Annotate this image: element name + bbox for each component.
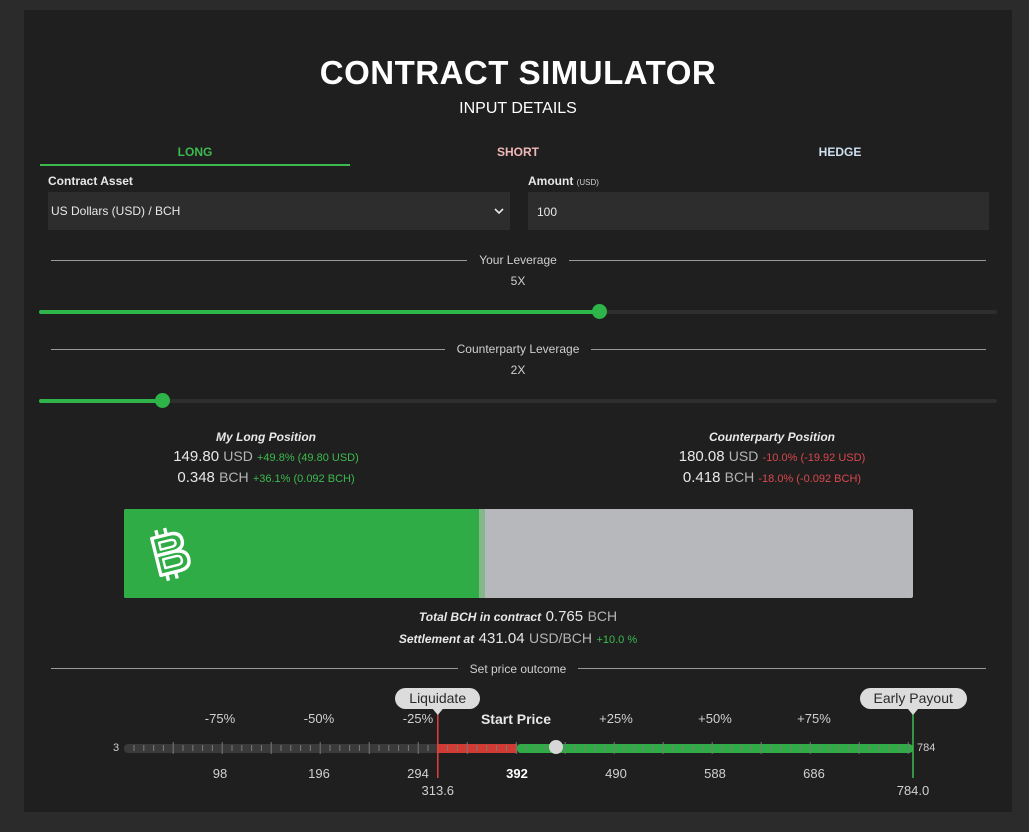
early-payout-price-value: 784.0 [896, 783, 930, 798]
my-position-bch: 0.348 BCH +36.1% (0.092 BCH) [116, 469, 416, 486]
price-tick-label: 98 [212, 766, 228, 781]
percent-tick-label: -50% [303, 711, 335, 726]
position-split-bar [124, 509, 913, 598]
contract-asset-label: Contract Asset [48, 174, 133, 188]
amount-input[interactable]: 100 [528, 192, 989, 230]
price-outcome-scale[interactable]: Liquidate Early Payout Start Price -75% -… [24, 10, 1012, 812]
liquidate-price-value: 313.6 [421, 783, 455, 798]
tab-long[interactable]: LONG [40, 138, 350, 166]
settlement-unit: USD/BCH [529, 630, 593, 646]
counterparty-leverage-label-text: Counterparty Leverage [444, 342, 592, 356]
my-position: My Long Position 149.80 USD +49.8% (49.8… [116, 430, 416, 486]
tab-hedge[interactable]: HEDGE [818, 145, 862, 159]
percent-tick-label: +25% [599, 711, 633, 726]
bch-unit: BCH [219, 469, 249, 485]
slider-thumb[interactable] [154, 393, 170, 408]
percent-tick-label: -75% [204, 711, 236, 726]
my-position-usd: 149.80 USD +49.8% (49.80 USD) [116, 448, 416, 465]
start-price-value: 392 [506, 766, 528, 781]
position-tabs: LONG SHORT HEDGE [40, 138, 1006, 168]
usd-unit: USD [728, 448, 759, 464]
settlement-value: 431.04 [478, 630, 525, 647]
your-leverage-slider[interactable] [39, 304, 997, 319]
price-outcome-thumb[interactable] [549, 740, 564, 754]
total-unit: BCH [587, 608, 618, 624]
contract-asset-label-text: Contract Asset [48, 174, 133, 188]
counterparty-leverage-slider[interactable] [39, 393, 997, 408]
scale-max-label: 784 [917, 742, 936, 754]
bch-value: 0.348 [177, 469, 215, 486]
gain-range [516, 744, 913, 753]
percent-tick-label: +75% [797, 711, 831, 726]
your-leverage-label-text: Your Leverage [467, 253, 569, 267]
total-label: Total BCH in contract [418, 610, 542, 624]
price-tick-label: 490 [605, 766, 627, 781]
tab-short[interactable]: SHORT [497, 145, 539, 159]
contract-asset-select[interactable]: US Dollars (USD) / BCH [48, 192, 510, 230]
percent-tick-label: -25% [402, 711, 434, 726]
usd-value: 149.80 [173, 448, 220, 465]
bch-change: -18.0% (-0.092 BCH) [758, 473, 862, 485]
price-outcome-label: Set price outcome [24, 662, 1012, 676]
price-tick-label: 686 [803, 766, 825, 781]
amount-label: Amount (USD) [528, 174, 599, 188]
your-leverage-label: Your Leverage [24, 253, 1012, 267]
early-payout-marker-label[interactable]: Early Payout [859, 688, 967, 709]
contract-asset-value: US Dollars (USD) / BCH [51, 204, 181, 218]
slider-thumb[interactable] [592, 304, 608, 319]
slider-fill [39, 399, 162, 403]
simulator-panel: CONTRACT SIMULATOR INPUT DETAILS LONG SH… [24, 10, 1012, 812]
page-title: CONTRACT SIMULATOR [319, 54, 717, 91]
price-scale-graphic [124, 709, 918, 778]
share-divider [479, 509, 486, 598]
slider-fill [39, 310, 600, 314]
chevron-down-icon [494, 192, 504, 246]
liquidate-marker-label[interactable]: Liquidate [395, 688, 481, 709]
my-position-title: My Long Position [216, 430, 316, 444]
counterparty-leverage-value: 2X [510, 363, 526, 377]
bitcoin-cash-icon [150, 527, 191, 582]
settlement-label: Settlement at [398, 632, 475, 646]
counterparty-position-usd: 180.08 USD -10.0% (-19.92 USD) [622, 448, 922, 465]
early-payout-pointer [908, 709, 918, 715]
usd-change: -10.0% (-19.92 USD) [762, 452, 866, 464]
scale-min-label: 3 [113, 742, 120, 754]
amount-value: 100 [537, 205, 558, 219]
bch-change: +36.1% (0.092 BCH) [252, 473, 355, 485]
price-tick-label: 196 [308, 766, 330, 781]
usd-unit: USD [223, 448, 253, 464]
settlement-line: Settlement at 431.04 USD/BCH +10.0 % [24, 630, 1012, 648]
usd-change: +49.8% (49.80 USD) [256, 452, 359, 464]
counterparty-position: Counterparty Position 180.08 USD -10.0% … [622, 430, 922, 486]
settlement-change: +10.0 % [596, 634, 638, 646]
counterparty-leverage-label: Counterparty Leverage [24, 342, 1012, 356]
percent-tick-label: +50% [698, 711, 732, 726]
section-subtitle: INPUT DETAILS [459, 100, 577, 117]
counterparty-position-title: Counterparty Position [708, 430, 835, 444]
amount-unit: (USD) [576, 178, 599, 187]
counterparty-position-bch: 0.418 BCH -18.0% (-0.092 BCH) [622, 469, 922, 486]
liquidate-pointer [432, 709, 443, 715]
total-bch-line: Total BCH in contract 0.765 BCH [24, 608, 1012, 626]
bch-unit: BCH [724, 469, 755, 485]
usd-value: 180.08 [678, 448, 725, 465]
bch-value: 0.418 [682, 469, 721, 486]
total-value: 0.765 [545, 608, 584, 625]
price-outcome-label-text: Set price outcome [457, 662, 579, 676]
start-price-label: Start Price [480, 711, 552, 727]
price-tick-label: 588 [704, 766, 726, 781]
price-tick-label: 294 [407, 766, 429, 781]
amount-label-text: Amount [528, 174, 574, 188]
your-leverage-value: 5X [510, 274, 526, 288]
